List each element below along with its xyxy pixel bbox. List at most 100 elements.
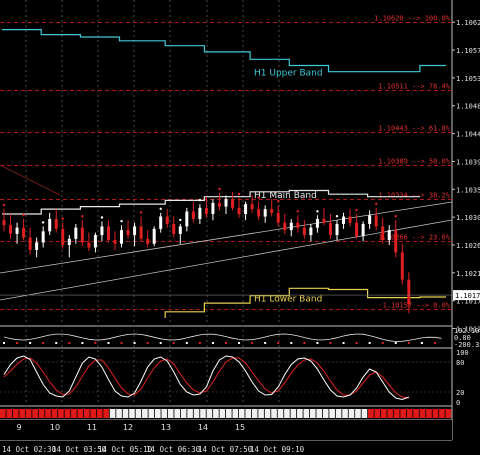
- heat-cell: [271, 409, 277, 418]
- heat-cell: [213, 409, 219, 418]
- fib-level-label: 1.10620 --> 100.0%: [374, 15, 451, 23]
- price-tick-label: 1.10575: [456, 47, 480, 55]
- empty-panel: [0, 420, 452, 440]
- cci-marker: [394, 342, 397, 344]
- stoch-axis-label: 0: [456, 399, 460, 407]
- heat-cell: [154, 409, 161, 418]
- candle-body: [231, 199, 235, 208]
- candle-body: [61, 228, 65, 245]
- band-line: [164, 287, 446, 318]
- cci-marker: [238, 342, 241, 344]
- heat-cell: [77, 409, 84, 418]
- heat-cell: [374, 409, 381, 418]
- heat-cell: [303, 409, 310, 418]
- heat-cell: [393, 409, 400, 418]
- heat-cell: [368, 409, 374, 418]
- heat-cell: [322, 409, 329, 418]
- candle-body: [296, 222, 300, 228]
- candle-body: [257, 209, 261, 217]
- candle-body: [15, 227, 19, 234]
- heat-cell: [19, 409, 26, 418]
- heat-cell: [103, 409, 109, 418]
- time-label: 14 Oct 03:50: [52, 445, 107, 454]
- candle-body: [204, 207, 208, 215]
- cci-marker: [185, 342, 188, 344]
- heat-cell: [226, 409, 232, 418]
- heat-cell: [245, 409, 252, 418]
- stoch-axis-label: 20: [456, 389, 464, 397]
- candle-body: [133, 226, 137, 236]
- heat-cell: [71, 409, 77, 418]
- heat-cell: [284, 409, 290, 418]
- cci-axis-label: -200.35: [454, 341, 480, 349]
- signal-dot: [394, 215, 397, 218]
- time-label: 14 Oct 07:50: [198, 445, 253, 454]
- trend-line-lower: [0, 219, 453, 301]
- stoch-signal-line: [3, 357, 409, 399]
- heat-cell: [258, 409, 264, 418]
- candle-body: [355, 222, 359, 237]
- candle-body: [237, 207, 241, 215]
- heat-cell: [90, 409, 97, 418]
- cci-marker: [211, 342, 214, 344]
- candle-body: [289, 222, 293, 231]
- candle-body: [361, 223, 365, 237]
- cci-marker: [368, 342, 371, 344]
- signal-dot: [100, 216, 104, 219]
- candle-body: [74, 227, 78, 239]
- heat-cell: [335, 409, 342, 418]
- signal-dot: [159, 207, 162, 210]
- cci-line: [3, 333, 442, 342]
- heat-cell: [64, 409, 71, 418]
- cci-marker: [29, 342, 32, 344]
- cci-marker: [329, 342, 332, 344]
- cci-marker: [172, 342, 175, 344]
- candle-body: [381, 226, 385, 241]
- candle-body: [283, 222, 287, 231]
- heat-cell: [142, 409, 148, 418]
- fib-level-label: 1.10157 --> 0.0%: [383, 302, 451, 310]
- price-tick-label: 1.10485: [456, 103, 480, 111]
- candle-body: [335, 223, 339, 236]
- heat-cell: [38, 409, 45, 418]
- candle-body: [106, 226, 110, 241]
- signal-dot: [139, 211, 143, 214]
- heat-cell: [419, 409, 426, 418]
- candle-body: [368, 215, 372, 224]
- candle-body: [263, 209, 267, 217]
- heat-cell: [277, 409, 284, 418]
- candle-body: [28, 237, 32, 250]
- signal-dot: [355, 208, 358, 212]
- heat-cell: [406, 409, 413, 418]
- signal-dot: [198, 198, 202, 202]
- candle-body: [87, 242, 91, 248]
- cci-marker: [251, 342, 254, 344]
- cci-marker: [290, 342, 293, 344]
- stoch-axis-label: 80: [456, 359, 464, 367]
- heat-cell: [148, 409, 155, 418]
- candle-body: [48, 218, 52, 232]
- heat-cell: [6, 409, 13, 418]
- candle-body: [139, 226, 143, 239]
- heat-cell: [251, 409, 258, 418]
- cci-marker: [107, 342, 110, 344]
- candle-body: [302, 227, 306, 236]
- signal-dot: [41, 221, 45, 224]
- candle-body: [315, 218, 319, 228]
- candle-body: [217, 202, 221, 207]
- cci-marker: [55, 342, 58, 344]
- cci-marker: [94, 342, 97, 344]
- heat-cell: [206, 409, 213, 418]
- heat-cell: [174, 409, 180, 418]
- cci-marker: [420, 342, 423, 344]
- signal-dot: [61, 217, 64, 220]
- heat-cell: [439, 409, 445, 418]
- signal-dot: [335, 215, 339, 218]
- heat-cell: [45, 409, 51, 418]
- candle-body: [146, 238, 150, 244]
- heat-cell: [329, 409, 335, 418]
- heat-cell: [135, 409, 142, 418]
- fib-level-label: 1.10334 --> 38.2%: [378, 192, 450, 200]
- heat-cell: [12, 409, 19, 418]
